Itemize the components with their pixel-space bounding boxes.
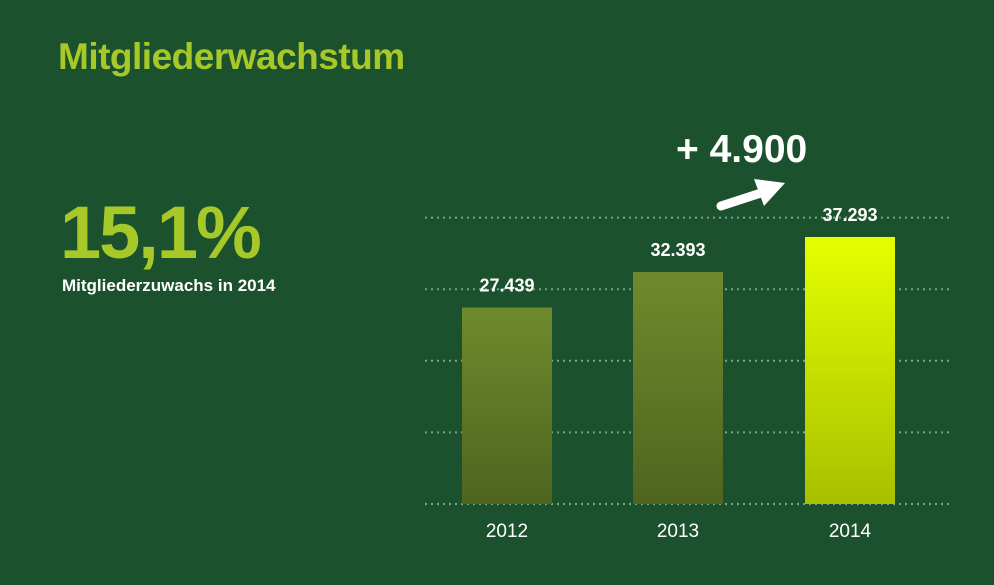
growth-arrow-icon: [716, 179, 785, 211]
bar-2013: [633, 272, 723, 504]
growth-percentage: 15,1%: [60, 191, 262, 274]
bars: [462, 236, 895, 504]
x-tick-label-2014: 2014: [829, 521, 872, 542]
bar-2014: [805, 236, 895, 504]
bar-value-label-2012: 27.439: [479, 276, 534, 296]
x-axis-tick-labels: 2012 2013 2014: [486, 521, 872, 542]
chart-title: Mitgliederwachstum: [58, 36, 405, 77]
x-tick-label-2013: 2013: [657, 521, 699, 542]
bar-value-label-2014: 37.293: [822, 205, 877, 225]
x-tick-label-2012: 2012: [486, 521, 528, 542]
member-increase-label: + 4.900: [676, 128, 808, 171]
growth-percentage-label: Mitgliederzuwachs in 2014: [62, 276, 276, 295]
bar-value-labels: 27.439 32.393 37.293: [479, 205, 877, 296]
bar-value-label-2013: 32.393: [650, 240, 705, 260]
bar-2012: [462, 307, 552, 504]
